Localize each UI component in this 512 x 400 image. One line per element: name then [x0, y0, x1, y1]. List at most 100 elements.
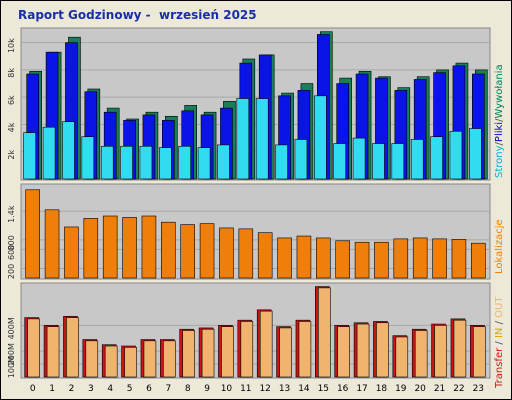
bar-pages — [430, 136, 443, 180]
chart-title: Raport Godzinowy - wrzesień 2025 — [18, 8, 257, 22]
bar-traffic-out — [395, 336, 409, 378]
bar-traffic-out — [221, 326, 234, 378]
x-tick-label: 21 — [434, 384, 445, 394]
bar-traffic-out — [337, 326, 350, 378]
legend-sep-3: / — [494, 338, 505, 348]
bar-traffic-out — [259, 310, 273, 378]
panel-1 — [20, 183, 491, 280]
legend-files: Pliki — [494, 122, 505, 142]
y-tick-label: 6k — [7, 95, 16, 105]
x-tick-label: 17 — [356, 384, 367, 394]
legend-sites: Lokalizacje — [494, 219, 505, 274]
bar-sites — [296, 235, 312, 279]
legend-sep-2: / — [494, 118, 505, 122]
bar-sites — [354, 241, 370, 279]
bar-traffic-out — [124, 346, 137, 378]
bar-sites — [64, 226, 79, 279]
bar-pages — [42, 126, 56, 180]
x-tick-label: 19 — [395, 384, 407, 394]
bar-pages — [372, 143, 385, 180]
x-tick-label: 22 — [453, 384, 464, 394]
bar-traffic-out — [279, 327, 292, 378]
axis-label-pages-files-visits: Strony/Pliki/Wywołania — [494, 64, 505, 178]
bar-sites — [374, 241, 389, 279]
legend-in: IN — [494, 328, 505, 338]
bar-pages — [178, 145, 191, 180]
y-tick-label: 8k — [7, 68, 16, 78]
bar-sites — [432, 238, 447, 279]
bar-pages — [197, 147, 211, 180]
bar-pages — [449, 130, 463, 180]
bar-sites — [102, 215, 118, 279]
bar-pages — [275, 144, 288, 180]
bar-traffic-out — [27, 318, 40, 378]
y-tick-label: 100M — [7, 356, 16, 378]
x-tick-label: 20 — [414, 384, 426, 394]
bar-pages — [314, 95, 327, 180]
bar-traffic-out — [85, 340, 99, 378]
x-tick-label: 6 — [146, 384, 152, 394]
x-tick-label: 11 — [240, 384, 251, 394]
x-tick-label: 3 — [88, 384, 94, 394]
bar-pages — [469, 128, 482, 180]
bar-sites — [44, 209, 60, 279]
bar-traffic-out — [163, 340, 176, 378]
bar-sites — [161, 221, 176, 279]
x-tick-label: 7 — [165, 384, 171, 394]
bar-sites — [393, 238, 409, 279]
bar-pages — [120, 145, 133, 180]
y-tick-label: 2k — [7, 150, 16, 160]
x-tick-label: 12 — [259, 384, 270, 394]
legend-sep-4: / — [494, 318, 505, 328]
bar-sites — [122, 217, 137, 279]
bar-traffic-out — [376, 322, 389, 378]
bar-pages — [81, 136, 95, 180]
y-tick-label: 800 — [7, 235, 16, 250]
bar-sites — [471, 242, 486, 279]
bar-pages — [159, 147, 172, 180]
bar-pages — [352, 137, 366, 180]
bar-traffic-out — [298, 321, 312, 378]
bar-traffic-out — [182, 330, 195, 378]
bar-pages — [100, 145, 114, 180]
legend-visits: Wywołania — [494, 64, 505, 118]
x-tick-label: 1 — [49, 384, 55, 394]
bar-sites — [238, 228, 254, 279]
y-tick-label: 200M — [7, 343, 16, 365]
bar-sites — [199, 223, 215, 279]
bar-traffic-out — [46, 326, 60, 378]
bar-traffic-out — [414, 330, 428, 378]
bar-sites — [257, 232, 273, 279]
y-tick-label: 200 — [7, 264, 16, 279]
bar-traffic-out — [201, 328, 215, 378]
x-tick-label: 16 — [337, 384, 349, 394]
bar-traffic-out — [66, 317, 79, 378]
bar-pages — [23, 132, 36, 180]
bar-pages — [333, 143, 346, 180]
x-tick-label: 5 — [127, 384, 133, 394]
bar-pages — [410, 139, 424, 180]
bar-sites — [277, 237, 292, 279]
x-tick-label: 2 — [69, 384, 75, 394]
bar-sites — [83, 218, 99, 279]
bar-traffic-out — [453, 319, 467, 378]
bar-sites — [412, 237, 428, 279]
bar-traffic-out — [434, 325, 447, 378]
x-tick-label: 10 — [221, 384, 233, 394]
x-tick-label: 23 — [473, 384, 484, 394]
x-tick-label: 8 — [185, 384, 191, 394]
bar-traffic-out — [104, 345, 118, 378]
y-tick-label: 1.4k — [7, 205, 16, 223]
bar-sites — [141, 215, 157, 279]
y-tick-label: 600 — [7, 245, 16, 260]
bar-traffic-out — [473, 326, 486, 378]
legend-traffic: Transfer — [494, 347, 505, 389]
bar-pages — [391, 143, 405, 180]
legend-out: OUT — [494, 296, 505, 318]
x-tick-label: 4 — [107, 384, 113, 394]
panel-2 — [20, 282, 491, 379]
bar-pages — [294, 139, 308, 180]
bar-traffic-out — [318, 287, 331, 378]
bar-sites — [25, 189, 40, 279]
